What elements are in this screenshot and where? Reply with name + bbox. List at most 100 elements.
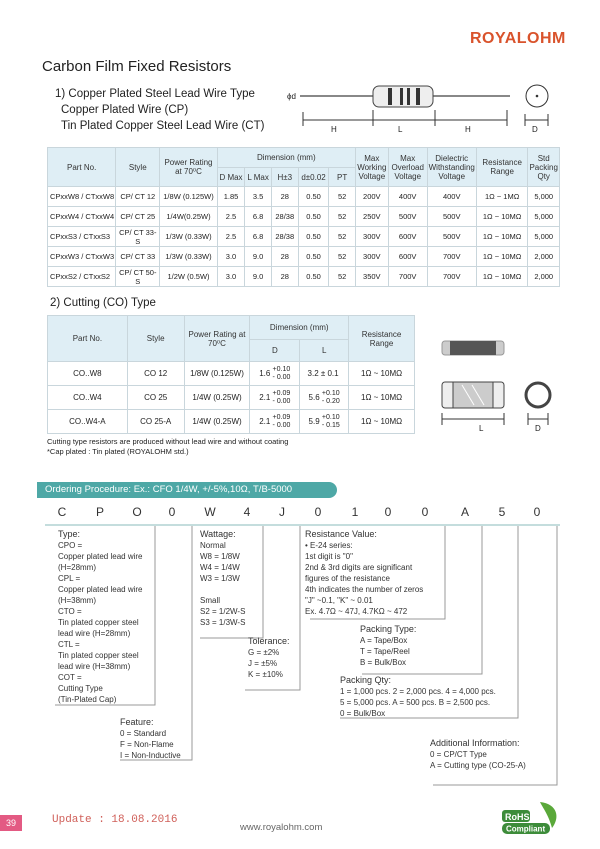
cell-max-working-voltage: 350V <box>354 266 389 287</box>
cell-dielectric-voltage: 700V <box>426 266 477 287</box>
cell-l: 5.9 +0.10- 0.15 <box>299 409 350 434</box>
dim-label-h: H <box>331 125 337 134</box>
block-title: Packing Qty: <box>340 675 392 685</box>
code-character: 1 <box>351 505 359 519</box>
code-character: C <box>57 505 67 519</box>
header-dimension: Dimension (mm) <box>249 315 350 340</box>
header-style: Style <box>126 315 185 362</box>
block-line: Cutting Type <box>58 684 103 693</box>
header-qty: Std Packing Qty <box>527 147 560 187</box>
cutting-spec-table: Part No. Style Power Rating at 70⁰C Dime… <box>47 315 415 434</box>
block-line <box>200 584 245 595</box>
cell-l: 3.2 ± 0.1 <box>299 361 350 386</box>
block-line: 5 = 5,000 pcs. A = 500 pcs. B = 2,500 pc… <box>340 698 491 707</box>
block-line: T = Tape/Reel <box>360 647 410 656</box>
block-line: W4 = 1/4W <box>200 563 240 572</box>
table-row: CPxxS2 / CTxxS2 CP/ CT 50-S 1/2W (0.5W) 3.0… <box>46 266 560 287</box>
header-power: Power Rating at 70⁰C <box>159 147 218 187</box>
tol-plus: +0.10 <box>321 413 340 421</box>
packing-type-block: Packing Type: A = Tape/Box T = Tape/Reel B … <box>360 623 416 668</box>
block-line: I = Non-Inductive <box>120 751 181 760</box>
block-line: 1 = 1,000 pcs. 2 = 2,000 pcs. 4 = 4,000 … <box>340 687 496 696</box>
dim-label-d: ϕd <box>287 92 296 101</box>
code-character: P <box>95 505 104 519</box>
svg-text:Compliant: Compliant <box>506 825 545 834</box>
block-line: CTL = <box>58 640 80 649</box>
block-line: Copper plated lead wire <box>58 552 143 561</box>
code-character: 0 <box>384 505 392 519</box>
page-title: Carbon Film Fixed Resistors <box>42 58 232 75</box>
type-block: Type: CPO = Copper plated lead wire (H=28mm… <box>58 528 143 705</box>
header-max-overload: Max Overload Voltage <box>387 147 428 187</box>
code-character: 5 <box>498 505 506 519</box>
block-line: lead wire (H=38mm) <box>58 662 131 671</box>
block-line: 1st digit is "0" <box>305 552 353 561</box>
block-line: S3 = 1/3W-S <box>200 618 246 627</box>
royalohm-logo: ROYALOHM <box>470 30 566 47</box>
tol-minus: - 0.20 <box>321 397 340 405</box>
dim-label-l: L <box>398 125 403 134</box>
table-row: CPxxW4 / CTxxW4 CP/ CT 25 1/4W(0.25W) 2.5 6.… <box>46 206 560 227</box>
block-line: Tin plated copper steel <box>58 618 139 627</box>
dim-label-d: D <box>532 125 538 134</box>
section2-heading: 2) Cutting (CO) Type <box>50 297 156 309</box>
block-line: COT = <box>58 673 82 682</box>
block-line: 2nd & 3rd digits are significant <box>305 563 413 572</box>
table-row: CO..W4-A CO 25-A 1/4W (0.25W) 2.1 +0.09- 0.… <box>47 409 415 434</box>
code-character: 4 <box>243 505 251 519</box>
code-character: A <box>460 505 469 519</box>
rohs-compliant-logo: RoHS Compliant <box>500 800 560 836</box>
block-line: • E-24 series: <box>305 541 353 550</box>
dim-label-d: D <box>535 424 541 433</box>
section1-line: Tin Plated Copper Steel Lead Wire (CT) <box>61 120 265 132</box>
block-line: J = ±5% <box>248 659 278 668</box>
d-tolerance: +0.10- 0.00 <box>273 366 291 382</box>
block-title: Feature: <box>120 717 154 727</box>
cell-power: 1/4W (0.25W) <box>183 409 251 434</box>
tol-minus: - 0.00 <box>272 421 291 429</box>
block-line: 0 = Standard <box>120 729 167 738</box>
block-line: K = ±10% <box>248 670 283 679</box>
header-range: Resistance Range <box>348 315 415 362</box>
tol-plus: +0.09 <box>272 389 291 397</box>
block-title: Tolerance: <box>248 636 290 646</box>
block-title: Additional Information: <box>430 738 520 748</box>
note-line: *Cap plated : Tin plated (ROYALOHM std.) <box>47 447 189 456</box>
tol-plus: +0.09 <box>272 413 291 421</box>
leaded-resistor-diagram <box>300 84 549 126</box>
d-tolerance: +0.09- 0.00 <box>273 390 291 406</box>
website-link[interactable]: www.royalohm.com <box>240 822 323 833</box>
table-row: CPxxS3 / CTxxS3 CP/ CT 33-S 1/3W (0.33W) 2.… <box>46 226 560 247</box>
block-line: (H=38mm) <box>58 596 97 605</box>
cell-resistance-range: 1Ω ~ 10MΩ <box>475 266 529 287</box>
block-line: (Tin-Plated Cap) <box>58 695 117 704</box>
block-line: CPL = <box>58 574 81 583</box>
header-d: D <box>249 339 301 362</box>
code-character: O <box>132 505 142 519</box>
block-line: 0 = Bulk/Box <box>340 709 386 718</box>
additional-info-block: Additional Information: 0 = CP/CT Type A =… <box>430 737 526 771</box>
block-line: Normal <box>200 541 226 550</box>
block-line: (H=28mm) <box>58 563 97 572</box>
header-part: Part No. <box>47 315 128 362</box>
l-tolerance: +0.10- 0.20 <box>322 390 340 406</box>
l-value: 5.6 <box>308 392 320 402</box>
cell-l: 5.6 +0.10- 0.20 <box>299 385 350 410</box>
cell-power: 1/4W (0.25W) <box>183 385 251 410</box>
block-line: 4th indicates the number of zeros <box>305 585 424 594</box>
tol-minus: - 0.00 <box>272 397 291 405</box>
cell-d: 2.1 +0.09- 0.00 <box>249 409 301 434</box>
header-l: L <box>299 339 350 362</box>
block-line: lead wire (H=28mm) <box>58 629 131 638</box>
block-line: S2 = 1/2W-S <box>200 607 246 616</box>
tol-plus: +0.10 <box>321 389 340 397</box>
table-row: CPxxW3 / CTxxW3 CP/ CT 33 1/3W (0.33W) 3.0 9… <box>46 246 560 267</box>
header-dielectric: Dielectric Withstanding Voltage <box>426 147 477 187</box>
dim-label-h: H <box>465 125 471 134</box>
code-character: W <box>204 505 216 519</box>
cell-style: CP/ CT 33-S <box>115 226 161 247</box>
cell-range: 1Ω ~ 10MΩ <box>348 409 415 434</box>
block-line: W8 = 1/8W <box>200 552 240 561</box>
block-title: Packing Type: <box>360 624 417 634</box>
feature-block: Feature: 0 = Standard F = Non-Flame I = Non… <box>120 716 181 761</box>
